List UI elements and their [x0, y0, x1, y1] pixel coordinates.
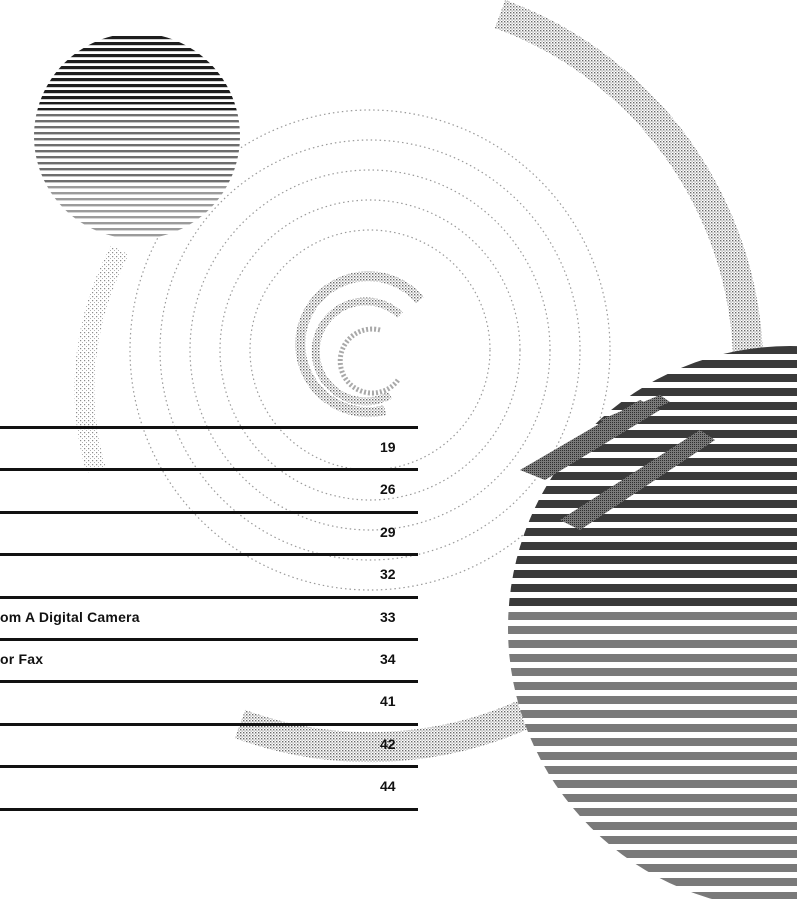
stripe	[508, 570, 797, 578]
stripe	[508, 696, 797, 704]
toc-rule	[0, 553, 418, 557]
stripe	[508, 556, 797, 564]
toc-rule	[0, 468, 418, 472]
stripe	[34, 168, 240, 171]
toc-rule	[0, 510, 418, 514]
stripe	[34, 162, 240, 165]
stripe	[508, 780, 797, 788]
stripe	[508, 668, 797, 676]
stripe	[34, 78, 240, 82]
stripe	[508, 598, 797, 606]
stripe	[508, 794, 797, 802]
stripe	[508, 752, 797, 760]
stripe	[508, 626, 797, 634]
toc-rule	[0, 807, 418, 811]
stripe	[508, 864, 797, 872]
stripe	[508, 710, 797, 718]
toc-rule	[0, 765, 418, 769]
stripe	[34, 228, 240, 231]
stripe	[34, 198, 240, 201]
stripe	[34, 96, 240, 100]
stripe	[508, 542, 797, 550]
stripe	[508, 430, 797, 438]
stripe	[34, 42, 240, 46]
flare-shards	[520, 395, 715, 530]
stripe	[34, 180, 240, 183]
stripe	[508, 584, 797, 592]
toc-rule	[0, 680, 418, 684]
stripe	[34, 210, 240, 213]
stripe	[508, 654, 797, 662]
stripe	[508, 500, 797, 508]
toc-entry-title[interactable]: om A Digital Camera	[0, 608, 140, 625]
stripe	[34, 60, 240, 64]
stripe	[34, 36, 240, 40]
toc-page-number[interactable]: 34	[380, 651, 396, 667]
bottom-striped-circle	[508, 346, 797, 899]
stripe	[508, 878, 797, 886]
toc-rule	[0, 595, 418, 599]
stripe	[34, 222, 240, 225]
stripe	[508, 766, 797, 774]
stripe	[508, 640, 797, 648]
stripe	[34, 186, 240, 189]
stripe	[508, 360, 797, 368]
stripe	[34, 174, 240, 177]
stripe	[34, 216, 240, 219]
stripe	[508, 528, 797, 536]
stripe	[34, 150, 240, 153]
stripe	[508, 724, 797, 732]
stripe	[508, 486, 797, 494]
stripe	[34, 102, 240, 105]
toc-rule	[0, 426, 418, 429]
stripe	[34, 114, 240, 117]
toc-rule	[0, 638, 418, 641]
toc-page-number[interactable]: 42	[380, 735, 396, 752]
toc-page-number[interactable]: 44	[380, 778, 396, 795]
stripe	[34, 234, 240, 237]
stripe	[34, 204, 240, 207]
stripe	[508, 388, 797, 396]
stripe	[34, 192, 240, 195]
toc-page-number[interactable]: 32	[380, 566, 396, 583]
stripe	[34, 48, 240, 52]
table-of-contents: 19 26 29 32 om A Digital Camera 33 or Fax 34 41 4…	[0, 426, 418, 811]
stripe	[34, 84, 240, 88]
toc-page-number[interactable]: 41	[380, 693, 396, 710]
stripe	[34, 66, 240, 70]
stripe	[34, 54, 240, 58]
stripe	[508, 374, 797, 382]
stripe	[508, 892, 797, 899]
toc-rule	[0, 722, 418, 726]
dotted-rings	[129, 109, 611, 591]
stripe	[508, 822, 797, 830]
stripe	[508, 738, 797, 746]
stripe	[508, 836, 797, 844]
stripe	[34, 144, 240, 147]
stripe	[34, 138, 240, 141]
toc-entry-title[interactable]: or Fax	[0, 651, 44, 667]
stripe	[508, 850, 797, 858]
stripe	[508, 808, 797, 816]
stripe	[34, 90, 240, 94]
stripe	[34, 132, 240, 135]
stripe	[34, 120, 240, 123]
stripe	[34, 156, 240, 159]
inner-spiral-rings	[295, 271, 424, 418]
stripe	[34, 126, 240, 129]
toc-page-number[interactable]: 26	[380, 481, 396, 498]
toc-page-number[interactable]: 29	[380, 523, 396, 540]
stripe	[508, 514, 797, 522]
stripe	[508, 444, 797, 452]
top-striped-circle	[34, 33, 240, 239]
toc-page-number[interactable]: 19	[380, 439, 396, 455]
stripe	[508, 416, 797, 424]
stripe	[34, 72, 240, 76]
stripe	[508, 612, 797, 620]
stripe	[34, 108, 240, 111]
toc-page-number[interactable]: 33	[380, 608, 396, 625]
stripe	[508, 682, 797, 690]
